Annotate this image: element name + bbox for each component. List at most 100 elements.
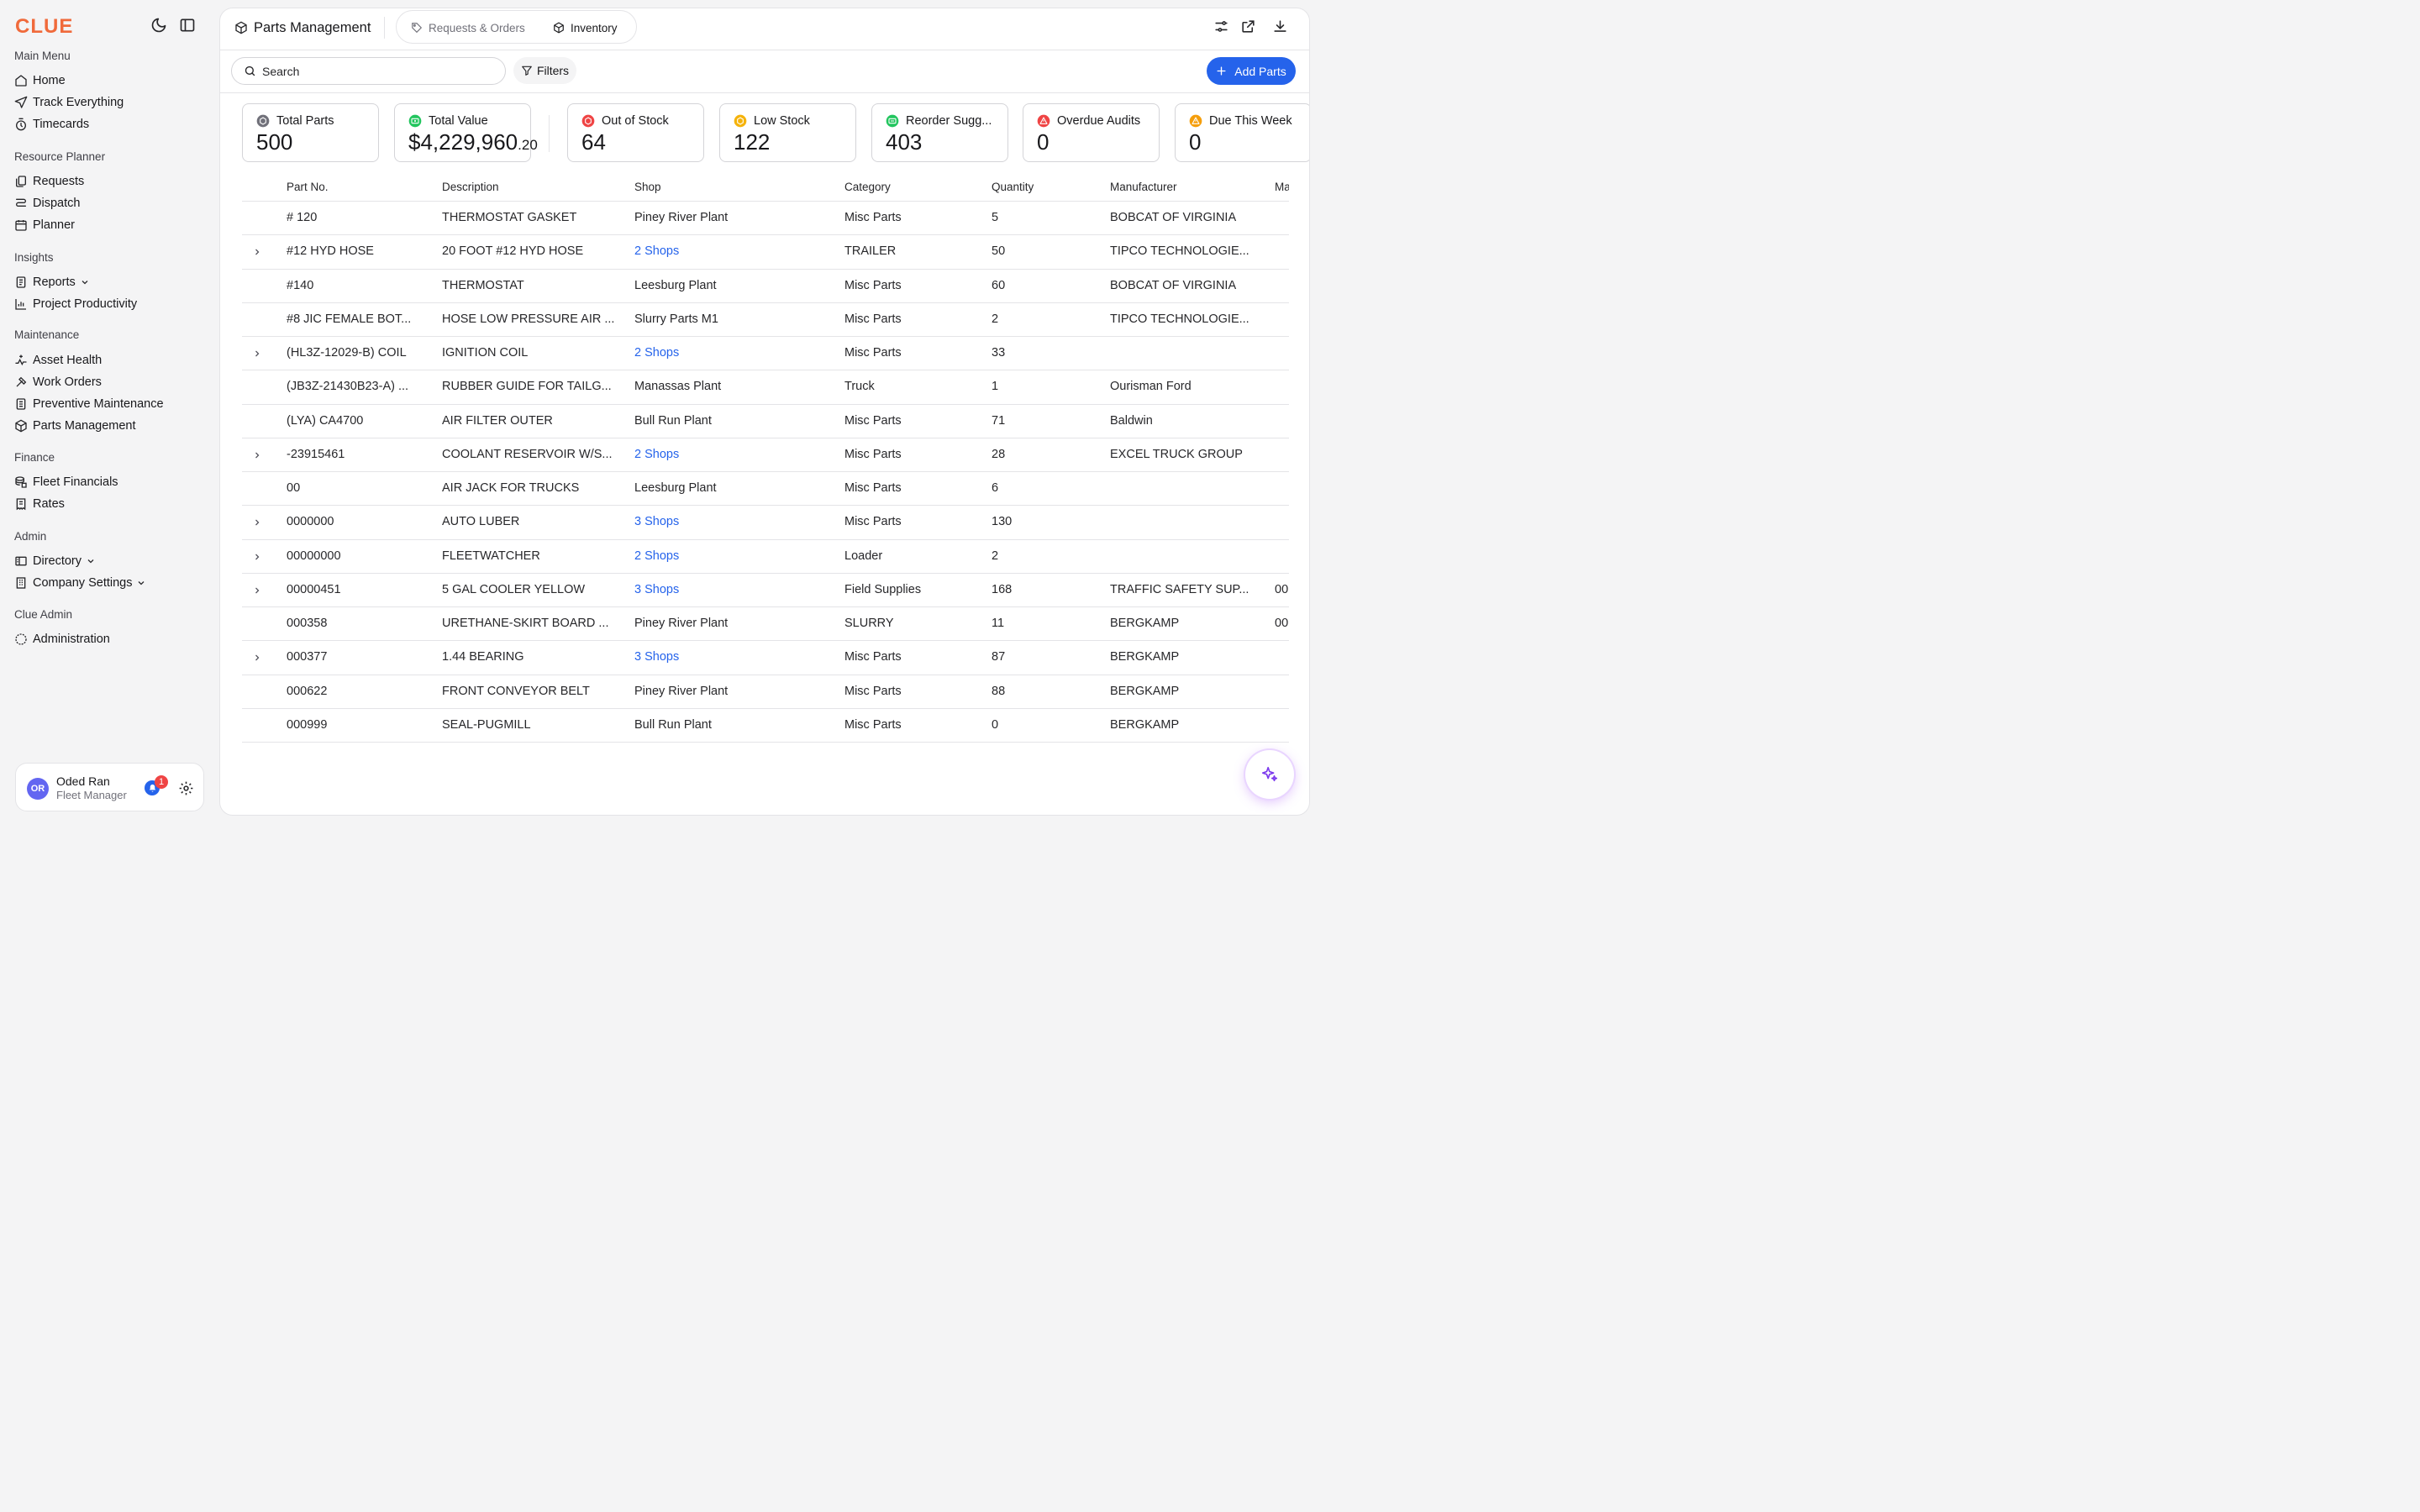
- cell-shop[interactable]: 3 Shops: [634, 515, 680, 529]
- table-row[interactable]: # 120 THERMOSTAT GASKET Piney River Plant M…: [242, 202, 1289, 236]
- cell-quantity: 71: [992, 413, 1006, 428]
- sparkle-icon: [1260, 765, 1279, 784]
- stat-card-total-parts[interactable]: Total Parts 500: [242, 103, 379, 162]
- stat-card-out-of-stock[interactable]: Out of Stock 64: [567, 103, 704, 162]
- table-row[interactable]: #140 THERMOSTAT Leesburg Plant Misc Parts 60…: [242, 270, 1289, 303]
- box-icon: [553, 22, 565, 34]
- chevron-right-icon[interactable]: [252, 552, 262, 562]
- tag-icon: [411, 22, 423, 34]
- search-input[interactable]: [262, 64, 489, 78]
- cell-shop[interactable]: 2 Shops: [634, 549, 680, 563]
- calendar-icon: [14, 218, 28, 232]
- table-row[interactable]: 000377 1.44 BEARING 3 Shops Misc Parts 87 BER…: [242, 641, 1289, 675]
- table-row[interactable]: 000622 FRONT CONVEYOR BELT Piney River Pla…: [242, 675, 1289, 709]
- stat-card-reorder-suggestions[interactable]: Reorder Sugg... 403: [871, 103, 1008, 162]
- sidebar-item-directory[interactable]: Directory: [14, 552, 208, 570]
- external-link-icon[interactable]: [1240, 18, 1257, 35]
- chevron-right-icon[interactable]: [252, 450, 262, 460]
- section-admin: Admin: [14, 530, 47, 543]
- plus-icon: [1216, 66, 1227, 76]
- filters-button[interactable]: Filters: [513, 57, 576, 84]
- stat-card-overdue-audits[interactable]: Overdue Audits 0: [1023, 103, 1160, 162]
- avatar[interactable]: OR: [27, 778, 49, 800]
- cell-shop[interactable]: 2 Shops: [634, 244, 680, 259]
- table-row[interactable]: 00000000 FLEETWATCHER 2 Shops Loader 2: [242, 540, 1289, 574]
- chevron-right-icon[interactable]: [252, 517, 262, 528]
- chevron-down-icon: [86, 556, 96, 566]
- sidebar-item-preventive-maintenance[interactable]: Preventive Maintenance: [14, 395, 208, 413]
- sidebar-item-fleet-financials[interactable]: Fleet Financials: [14, 473, 208, 491]
- app-logo[interactable]: CLUE: [15, 15, 74, 38]
- table-row[interactable]: (JB3Z-21430B23-A) ... RUBBER GUIDE FOR TA…: [242, 370, 1289, 405]
- sidebar-item-dispatch[interactable]: Dispatch: [14, 194, 208, 213]
- download-icon[interactable]: [1272, 18, 1289, 35]
- table-row[interactable]: (HL3Z-12029-B) COIL IGNITION COIL 2 Shops M…: [242, 337, 1289, 371]
- sidebar-item-administration[interactable]: Administration: [14, 630, 208, 648]
- tab-inventory[interactable]: Inventory: [553, 18, 618, 37]
- sidebar-item-home[interactable]: Home: [14, 71, 208, 90]
- table-row[interactable]: -23915461 COOLANT RESERVOIR W/S... 2 Shops…: [242, 438, 1289, 472]
- cell-shop[interactable]: 2 Shops: [634, 447, 680, 461]
- gear-icon[interactable]: [178, 780, 194, 796]
- column-header-quantity[interactable]: Quantity: [992, 181, 1034, 193]
- section-maintenance: Maintenance: [14, 328, 80, 341]
- stat-value-group: $4,229,960.20: [408, 129, 538, 155]
- column-header-truncated[interactable]: Ma: [1275, 181, 1289, 193]
- toolbar: Filters Add Parts: [220, 51, 1309, 93]
- column-header-part-no[interactable]: Part No.: [287, 181, 329, 193]
- cell-shop[interactable]: 3 Shops: [634, 582, 680, 596]
- table-row[interactable]: 00000451 5 GAL COOLER YELLOW 3 Shops Field …: [242, 574, 1289, 607]
- moon-icon[interactable]: [150, 17, 169, 35]
- cell-description: URETHANE-SKIRT BOARD ...: [442, 617, 609, 630]
- chevron-right-icon[interactable]: [252, 247, 262, 257]
- cell-part-no: #140: [287, 278, 314, 292]
- sidebar-item-project-productivity[interactable]: Project Productivity: [14, 295, 208, 313]
- sidebar-toggle-icon[interactable]: [179, 17, 197, 35]
- cell-shop: Slurry Parts M1: [634, 312, 718, 326]
- sidebar-item-rates[interactable]: Rates: [14, 495, 208, 513]
- add-parts-button[interactable]: Add Parts: [1207, 57, 1296, 85]
- ai-assistant-button[interactable]: [1245, 750, 1294, 799]
- sidebar-item-work-orders[interactable]: Work Orders: [14, 373, 208, 391]
- stat-card-total-value[interactable]: Total Value $4,229,960.20: [394, 103, 538, 162]
- sidebar-item-timecards[interactable]: Timecards: [14, 115, 208, 134]
- column-header-manufacturer[interactable]: Manufacturer: [1110, 181, 1177, 193]
- user-card[interactable]: OR Oded Ran Fleet Manager 1: [15, 763, 204, 811]
- sidebar-item-reports[interactable]: Reports: [14, 273, 208, 291]
- cell-shop[interactable]: 3 Shops: [634, 650, 680, 664]
- search-icon: [244, 65, 256, 77]
- table-row[interactable]: #8 JIC FEMALE BOT... HOSE LOW PRESSURE AI…: [242, 303, 1289, 337]
- tab-label: Requests & Orders: [429, 21, 525, 34]
- table-row[interactable]: 0000000 AUTO LUBER 3 Shops Misc Parts 130: [242, 506, 1289, 540]
- add-parts-label: Add Parts: [1234, 64, 1286, 78]
- sidebar-item-asset-health[interactable]: Asset Health: [14, 351, 208, 370]
- table-row[interactable]: 000358 URETHANE-SKIRT BOARD ... Piney Rive…: [242, 607, 1289, 642]
- table-row[interactable]: #12 HYD HOSE 20 FOOT #12 HYD HOSE 2 Shops T…: [242, 235, 1289, 270]
- cell-category: Misc Parts: [844, 684, 902, 698]
- cell-description: 20 FOOT #12 HYD HOSE: [442, 244, 584, 259]
- table-row[interactable]: 00 AIR JACK FOR TRUCKS Leesburg Plant Misc …: [242, 472, 1289, 507]
- stat-card-low-stock[interactable]: Low Stock 122: [719, 103, 856, 162]
- chevron-right-icon[interactable]: [252, 585, 262, 596]
- sidebar-item-parts-management[interactable]: Parts Management: [14, 417, 208, 435]
- column-header-category[interactable]: Category: [844, 181, 891, 193]
- column-header-description[interactable]: Description: [442, 181, 499, 193]
- sidebar-item-requests[interactable]: Requests: [14, 172, 208, 191]
- receipt-icon: [14, 497, 28, 511]
- chevron-right-icon[interactable]: [252, 349, 262, 359]
- tab-requests-orders[interactable]: Requests & Orders: [411, 18, 525, 37]
- sidebar-item-track-everything[interactable]: Track Everything: [14, 93, 208, 112]
- cell-part-no: 00000451: [287, 582, 341, 596]
- sliders-icon[interactable]: [1213, 18, 1230, 35]
- cell-quantity: 60: [992, 278, 1006, 292]
- stat-card-due-this-week[interactable]: Due This Week 0: [1175, 103, 1309, 162]
- cell-shop[interactable]: 2 Shops: [634, 346, 680, 360]
- sidebar-item-planner[interactable]: Planner: [14, 216, 208, 234]
- table-row[interactable]: (LYA) CA4700 AIR FILTER OUTER Bull Run Pla…: [242, 405, 1289, 438]
- sidebar-item-company-settings[interactable]: Company Settings: [14, 574, 208, 592]
- column-header-shop[interactable]: Shop: [634, 181, 661, 193]
- chevron-right-icon[interactable]: [252, 653, 262, 663]
- table-row[interactable]: 000999 SEAL-PUGMILL Bull Run Plant Misc Par…: [242, 709, 1289, 743]
- search-box[interactable]: [231, 57, 506, 85]
- cell-shop: Leesburg Plant: [634, 278, 717, 292]
